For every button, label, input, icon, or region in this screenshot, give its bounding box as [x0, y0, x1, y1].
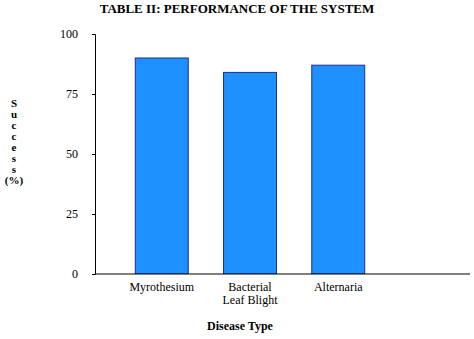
y-tick-label: 100 — [60, 27, 78, 41]
x-tick-label-line: Leaf Blight — [223, 293, 279, 307]
y-tick: 0 — [72, 267, 95, 281]
x-tick-label: Myrothesium — [129, 280, 194, 294]
y-tick-label: 75 — [66, 87, 78, 101]
bar — [224, 72, 277, 274]
y-tick-label: 50 — [66, 147, 78, 161]
x-tick: BacterialLeaf Blight — [223, 274, 279, 307]
y-axis-title-part: (%) — [5, 174, 24, 187]
y-tick-mark — [92, 214, 95, 215]
x-axis-line — [95, 274, 470, 275]
y-tick-label: 0 — [72, 267, 78, 281]
x-tick: Myrothesium — [129, 274, 194, 294]
y-axis: 0 25 50 75 100 — [60, 27, 96, 281]
x-tick-label: BacterialLeaf Blight — [223, 280, 279, 307]
title: TABLE II: PERFORMANCE OF THE SYSTEM — [100, 1, 375, 16]
y-axis-title: Success(%) — [5, 97, 24, 187]
y-tick: 100 — [60, 27, 95, 41]
y-tick: 75 — [66, 87, 95, 101]
y-tick-mark — [92, 154, 95, 155]
bars — [135, 58, 364, 274]
x-axis-title: Disease Type — [207, 319, 274, 333]
x-tick-label: Alternaria — [314, 280, 363, 294]
x-axis: Myrothesium BacterialLeaf Blight Alternari… — [95, 274, 470, 307]
chart: TABLE II: PERFORMANCE OF THE SYSTEM 0 25 50… — [0, 0, 474, 339]
y-tick: 25 — [66, 207, 95, 221]
bar — [312, 65, 365, 274]
y-tick: 50 — [66, 147, 95, 161]
x-tick: Alternaria — [314, 274, 363, 294]
x-tick-label-line: Bacterial — [228, 280, 272, 294]
y-axis-line — [92, 35, 96, 275]
y-tick-mark — [92, 34, 95, 35]
y-tick-label: 25 — [66, 207, 78, 221]
y-tick-mark — [92, 274, 95, 275]
bar — [135, 58, 188, 274]
y-tick-mark — [92, 94, 95, 95]
